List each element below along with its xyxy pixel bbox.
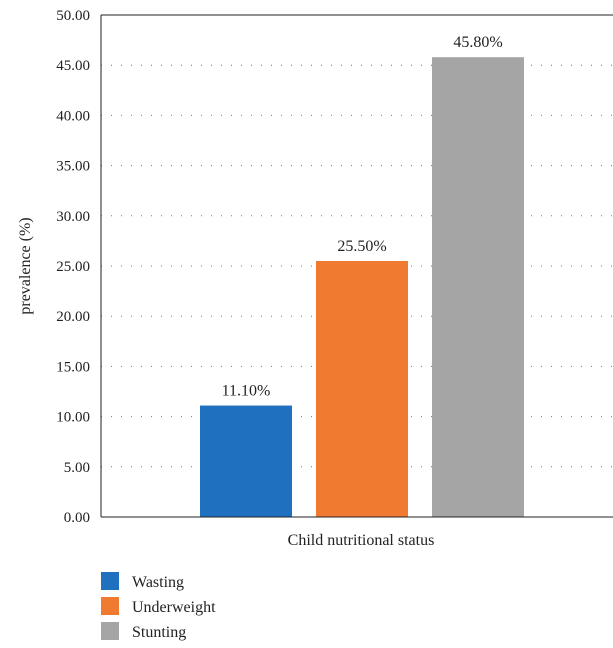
legend-label-wasting: Wasting bbox=[132, 574, 184, 591]
legend: Wasting Underweight Stunting bbox=[101, 572, 216, 641]
y-axis-title: prevalence (%) bbox=[17, 217, 34, 314]
y-tick-labels: 0.00 5.00 10.00 15.00 20.00 25.00 30.00 35.00 40… bbox=[56, 8, 90, 526]
y-tick-label: 10.00 bbox=[56, 410, 90, 426]
y-tick-label: 50.00 bbox=[56, 8, 90, 24]
y-tick-label: 40.00 bbox=[56, 108, 90, 124]
legend-swatch-underweight bbox=[101, 597, 119, 615]
data-label-underweight: 25.50% bbox=[337, 238, 386, 255]
bars bbox=[200, 57, 524, 517]
axes bbox=[100, 14, 613, 518]
bar-underweight bbox=[316, 260, 408, 517]
legend-swatch-stunting bbox=[101, 622, 119, 640]
y-tick-label: 35.00 bbox=[56, 159, 90, 175]
data-labels: 11.10% 25.50% 45.80% bbox=[222, 34, 503, 399]
y-tick-label: 20.00 bbox=[56, 309, 90, 325]
y-tick-label: 15.00 bbox=[56, 359, 90, 375]
y-tick-label: 30.00 bbox=[56, 209, 90, 225]
y-tick-label: 5.00 bbox=[64, 460, 90, 476]
data-label-stunting: 45.80% bbox=[453, 34, 502, 51]
legend-label-stunting: Stunting bbox=[132, 624, 186, 641]
y-tick-label: 25.00 bbox=[56, 259, 90, 275]
data-label-wasting: 11.10% bbox=[222, 383, 271, 400]
legend-swatch-wasting bbox=[101, 572, 119, 590]
x-axis-title: Child nutritional status bbox=[288, 532, 435, 549]
y-tick-label: 45.00 bbox=[56, 58, 90, 74]
legend-label-underweight: Underweight bbox=[132, 599, 216, 616]
bar-wasting bbox=[200, 405, 292, 517]
bar-stunting bbox=[432, 57, 524, 517]
y-tick-label: 0.00 bbox=[64, 510, 90, 526]
